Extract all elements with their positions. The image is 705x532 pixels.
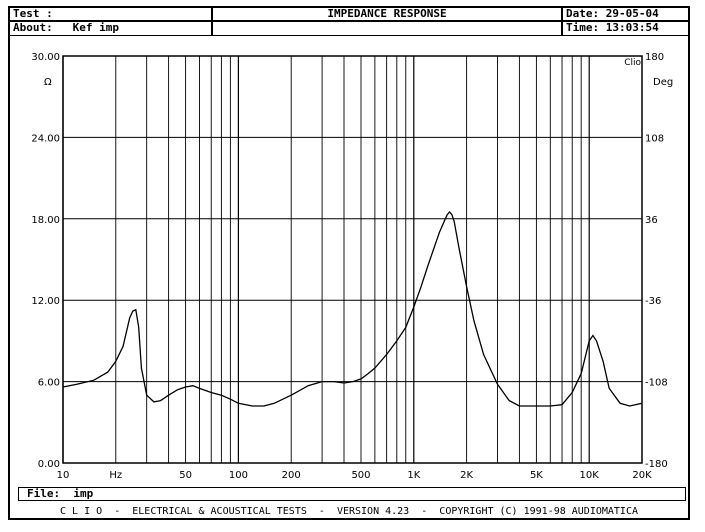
y-axis-unit: Ω [44, 77, 52, 88]
x-tick-label: 5K [530, 470, 543, 481]
time-label: Time: [566, 21, 600, 34]
horizontal-gridlines [63, 55, 642, 464]
x-tick-label: 50 [179, 470, 192, 481]
date-value: 29-05-04 [605, 7, 659, 20]
test-label: Test : [13, 7, 53, 20]
x-tick-labels: 10 Hz 50 100 200 500 1K 2K 5K 10K 20K [57, 470, 652, 481]
y2-tick-labels: -180 -108 -36 36 108 180 [645, 52, 668, 470]
test-title-field: IMPEDANCE RESPONSE [211, 6, 563, 22]
y2-axis-unit: Deg [653, 77, 673, 88]
about-value: Kef imp [72, 21, 119, 34]
y-tick-label: 6.00 [38, 378, 60, 389]
y-tick-label: 18.00 [31, 215, 60, 226]
clio-window-frame [8, 6, 690, 520]
clio-brand-tag: Clio [624, 58, 641, 68]
about-field: About: Kef imp [8, 20, 213, 36]
y2-tick-label: -180 [645, 459, 668, 470]
x-tick-label: 200 [282, 470, 301, 481]
date-label: Date: [566, 7, 600, 20]
file-label: File: [27, 487, 61, 500]
x-tick-label: Hz [109, 470, 122, 481]
file-value: imp [73, 487, 94, 500]
plot-border [62, 55, 643, 464]
test-field: Test : [8, 6, 213, 22]
x-tick-label: 10K [580, 470, 600, 481]
date-field: Date: 29-05-04 [561, 6, 690, 22]
time-value: 13:03:54 [605, 21, 659, 34]
y2-tick-label: 180 [645, 52, 664, 63]
y-tick-label: 24.00 [31, 133, 60, 144]
x-tick-label: 20K [632, 470, 652, 481]
x-tick-label: 2K [460, 470, 473, 481]
y2-tick-label: 36 [645, 215, 658, 226]
y-tick-label: 0.00 [38, 459, 60, 470]
y2-tick-label: 108 [645, 133, 664, 144]
file-bar: File: imp [18, 487, 686, 501]
y-tick-label: 12.00 [31, 296, 60, 307]
y-tick-label: 30.00 [31, 52, 60, 63]
header-bar: Test : About: Kef imp IMPEDANCE RESPONSE… [8, 6, 690, 36]
x-tick-label: 10 [57, 470, 70, 481]
page-title: IMPEDANCE RESPONSE [327, 7, 447, 20]
impedance-series-line [62, 211, 643, 407]
vertical-gridlines [62, 56, 643, 463]
x-tick-label: 1K [407, 470, 420, 481]
about-label: About: [13, 21, 53, 34]
y2-tick-label: -36 [645, 296, 661, 307]
header-blank-cell [211, 20, 563, 36]
x-tick-label: 500 [351, 470, 370, 481]
status-footer: C L I O - ELECTRICAL & ACOUSTICAL TESTS … [60, 506, 638, 517]
y-tick-labels: 0.00 6.00 12.00 18.00 24.00 30.00 [31, 52, 60, 470]
y2-tick-label: -108 [645, 378, 668, 389]
x-tick-label: 100 [229, 470, 248, 481]
time-field: Time: 13:03:54 [561, 20, 690, 36]
